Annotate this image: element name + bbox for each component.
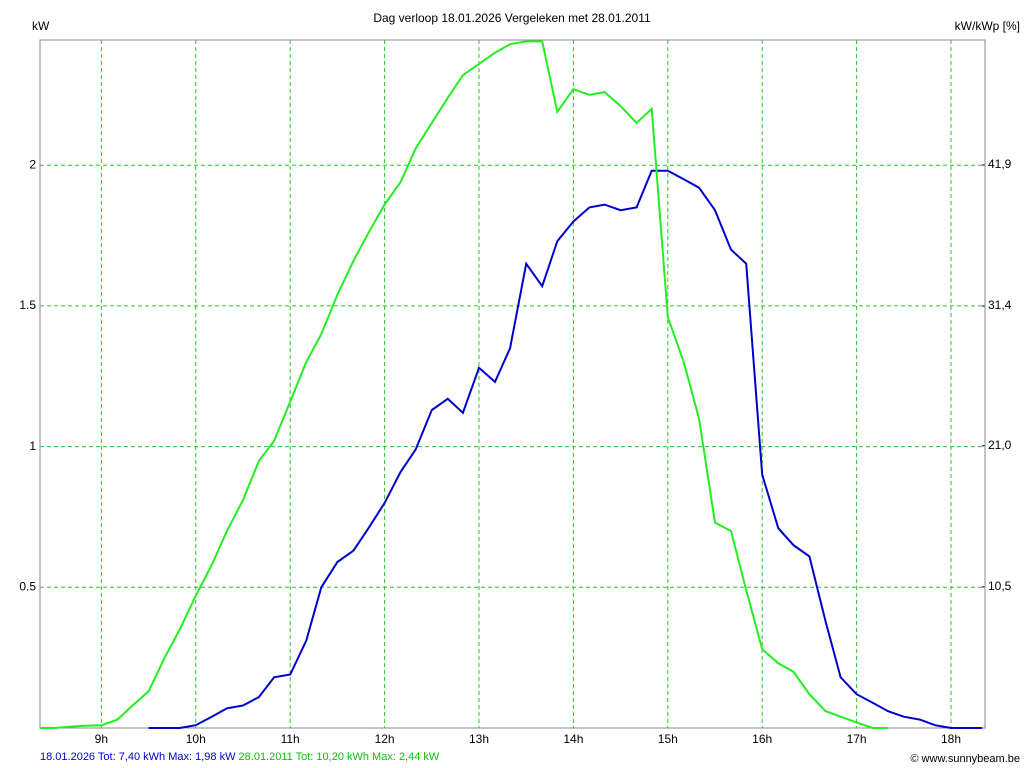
x-tick-label: 16h bbox=[752, 732, 772, 746]
credit: © www.sunnybeam.be bbox=[910, 753, 1020, 765]
series-line bbox=[148, 169, 983, 729]
x-tick-label: 15h bbox=[658, 732, 678, 746]
series-line bbox=[40, 40, 888, 729]
y-axis-label: kW bbox=[32, 19, 50, 33]
x-tick-label: 14h bbox=[563, 732, 583, 746]
x-tick-label: 12h bbox=[375, 732, 395, 746]
y-tick-label: 2 bbox=[29, 157, 36, 171]
y-tick-label: 1.5 bbox=[19, 298, 36, 312]
x-tick-label: 11h bbox=[281, 732, 300, 746]
x-tick-label: 10h bbox=[186, 732, 206, 746]
y2-tick-label: 41,9 bbox=[988, 157, 1012, 171]
x-tick-label: 13h bbox=[469, 732, 489, 746]
y-tick-label: 0.5 bbox=[19, 579, 36, 593]
x-tick-label: 9h bbox=[95, 732, 108, 746]
plot-frame bbox=[39, 39, 986, 729]
y2-tick-label: 21,0 bbox=[988, 438, 1012, 452]
legend-entry: 28.01.2011 Tot: 10,20 kWh Max: 2,44 kW bbox=[239, 751, 440, 763]
legend: 18.01.2026 Tot: 7,40 kWh Max: 1,98 kW 28… bbox=[40, 751, 440, 763]
y2-tick-label: 31,4 bbox=[988, 298, 1012, 312]
y-tick-label: 1 bbox=[29, 439, 36, 453]
x-tick-label: 17h bbox=[847, 732, 867, 746]
x-tick-label: 18h bbox=[941, 732, 961, 746]
chart-title: Dag verloop 18.01.2026 Vergeleken met 28… bbox=[373, 11, 651, 25]
y2-axis-label: kW/kWp [%] bbox=[955, 19, 1020, 33]
y2-tick-label: 10,5 bbox=[988, 579, 1012, 593]
legend-entry: 18.01.2026 Tot: 7,40 kWh Max: 1,98 kW bbox=[40, 751, 236, 763]
